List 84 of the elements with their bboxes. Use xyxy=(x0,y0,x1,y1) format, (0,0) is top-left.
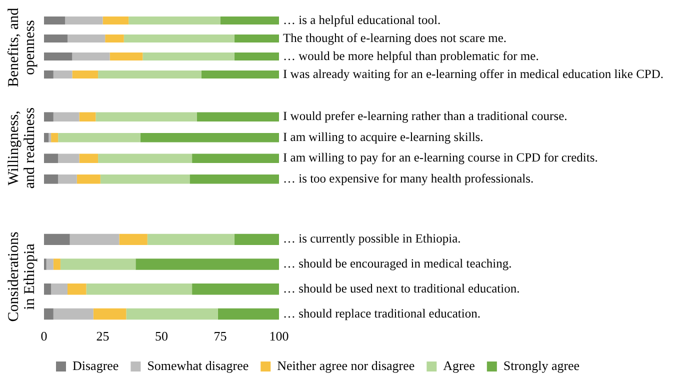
bar xyxy=(98,70,202,79)
y-axis-title: Considerations in Ethiopia xyxy=(6,232,38,322)
y-tick-label: … is currently possible in Ethiopia. xyxy=(283,232,461,246)
bar xyxy=(72,52,110,61)
bar xyxy=(46,258,54,270)
y-tick-label: I would prefer e-learning rather than a traditional course. xyxy=(283,109,568,124)
bar xyxy=(76,174,100,184)
y-tick-label: … should be used next to traditional education. xyxy=(283,281,520,296)
y-axis-title: Benefits, and openness xyxy=(6,7,38,88)
bar xyxy=(98,154,192,164)
bar xyxy=(110,52,143,61)
bar xyxy=(68,284,86,295)
x-tick-label: 0 xyxy=(40,328,48,344)
legend-label: Neither agree nor disagree xyxy=(277,358,415,373)
legend-label: Agree xyxy=(443,358,476,373)
x-tick-label: 75 xyxy=(214,328,227,344)
bar xyxy=(234,34,279,43)
bar xyxy=(53,308,94,320)
bar xyxy=(126,308,218,320)
bar xyxy=(44,284,52,295)
bar xyxy=(105,34,124,43)
bar xyxy=(234,234,279,246)
y-tick-label: I was already waiting for an e-learning offer in medical education like CPD. xyxy=(283,66,664,81)
bar xyxy=(190,174,279,184)
bar xyxy=(201,70,279,79)
bar xyxy=(58,174,77,184)
bar xyxy=(44,132,49,142)
y-axis-title: Willingness, and readiness xyxy=(6,107,38,189)
bar xyxy=(60,258,136,270)
legend-label: Disagree xyxy=(72,358,119,373)
bar xyxy=(53,112,80,122)
bar xyxy=(44,70,54,79)
x-tick-label: 100 xyxy=(269,328,289,344)
y-tick-label: … would be more helpful than problematic for me. xyxy=(283,48,539,63)
bar xyxy=(124,34,234,43)
bar xyxy=(65,16,103,25)
bar xyxy=(192,154,279,164)
bar xyxy=(86,284,192,295)
bar xyxy=(51,284,68,295)
y-tick-label: … is a helpful educational tool. xyxy=(283,12,441,27)
bar xyxy=(196,112,279,122)
y-tick-label: I am willing to pay for an e-learning course in CPD for credits. xyxy=(283,150,598,165)
bar xyxy=(53,70,72,79)
bar xyxy=(68,34,106,43)
bar xyxy=(79,154,98,164)
bar xyxy=(147,234,234,246)
bar xyxy=(44,34,68,43)
bar xyxy=(142,52,234,61)
bar xyxy=(218,308,279,320)
bar xyxy=(44,174,58,184)
y-tick-label: … should replace traditional education. xyxy=(283,306,481,320)
bar xyxy=(119,234,148,246)
bar xyxy=(44,234,70,246)
legend-label: Somewhat disagree xyxy=(147,358,249,373)
y-tick-label: The thought of e-learning does not scare me. xyxy=(283,30,507,45)
bar xyxy=(136,258,279,270)
x-tick-label: 50 xyxy=(155,328,168,344)
y-tick-label: … is too expensive for many health professionals. xyxy=(283,171,534,186)
bar xyxy=(72,70,98,79)
bar xyxy=(58,132,140,142)
bar xyxy=(100,174,190,184)
bar xyxy=(128,16,220,25)
y-tick-label: I am willing to acquire e-learning skills. xyxy=(283,130,484,144)
bar xyxy=(140,132,279,142)
bar xyxy=(93,308,126,320)
legend-label: Strongly agree xyxy=(503,358,580,373)
bar xyxy=(70,234,120,246)
bar xyxy=(44,52,72,61)
bar xyxy=(192,284,279,295)
bar xyxy=(220,16,279,25)
bar xyxy=(44,154,58,164)
bar xyxy=(51,132,58,142)
bar xyxy=(44,16,66,25)
bar xyxy=(58,154,80,164)
y-tick-label: … should be encouraged in medical teaching. xyxy=(283,256,512,271)
bar xyxy=(234,52,279,61)
bar xyxy=(44,308,54,320)
bar xyxy=(79,112,96,122)
bar xyxy=(48,132,52,142)
bar xyxy=(96,112,197,122)
bar xyxy=(102,16,129,25)
bar xyxy=(53,258,60,270)
bar xyxy=(44,112,54,122)
x-tick-label: 25 xyxy=(96,328,110,344)
